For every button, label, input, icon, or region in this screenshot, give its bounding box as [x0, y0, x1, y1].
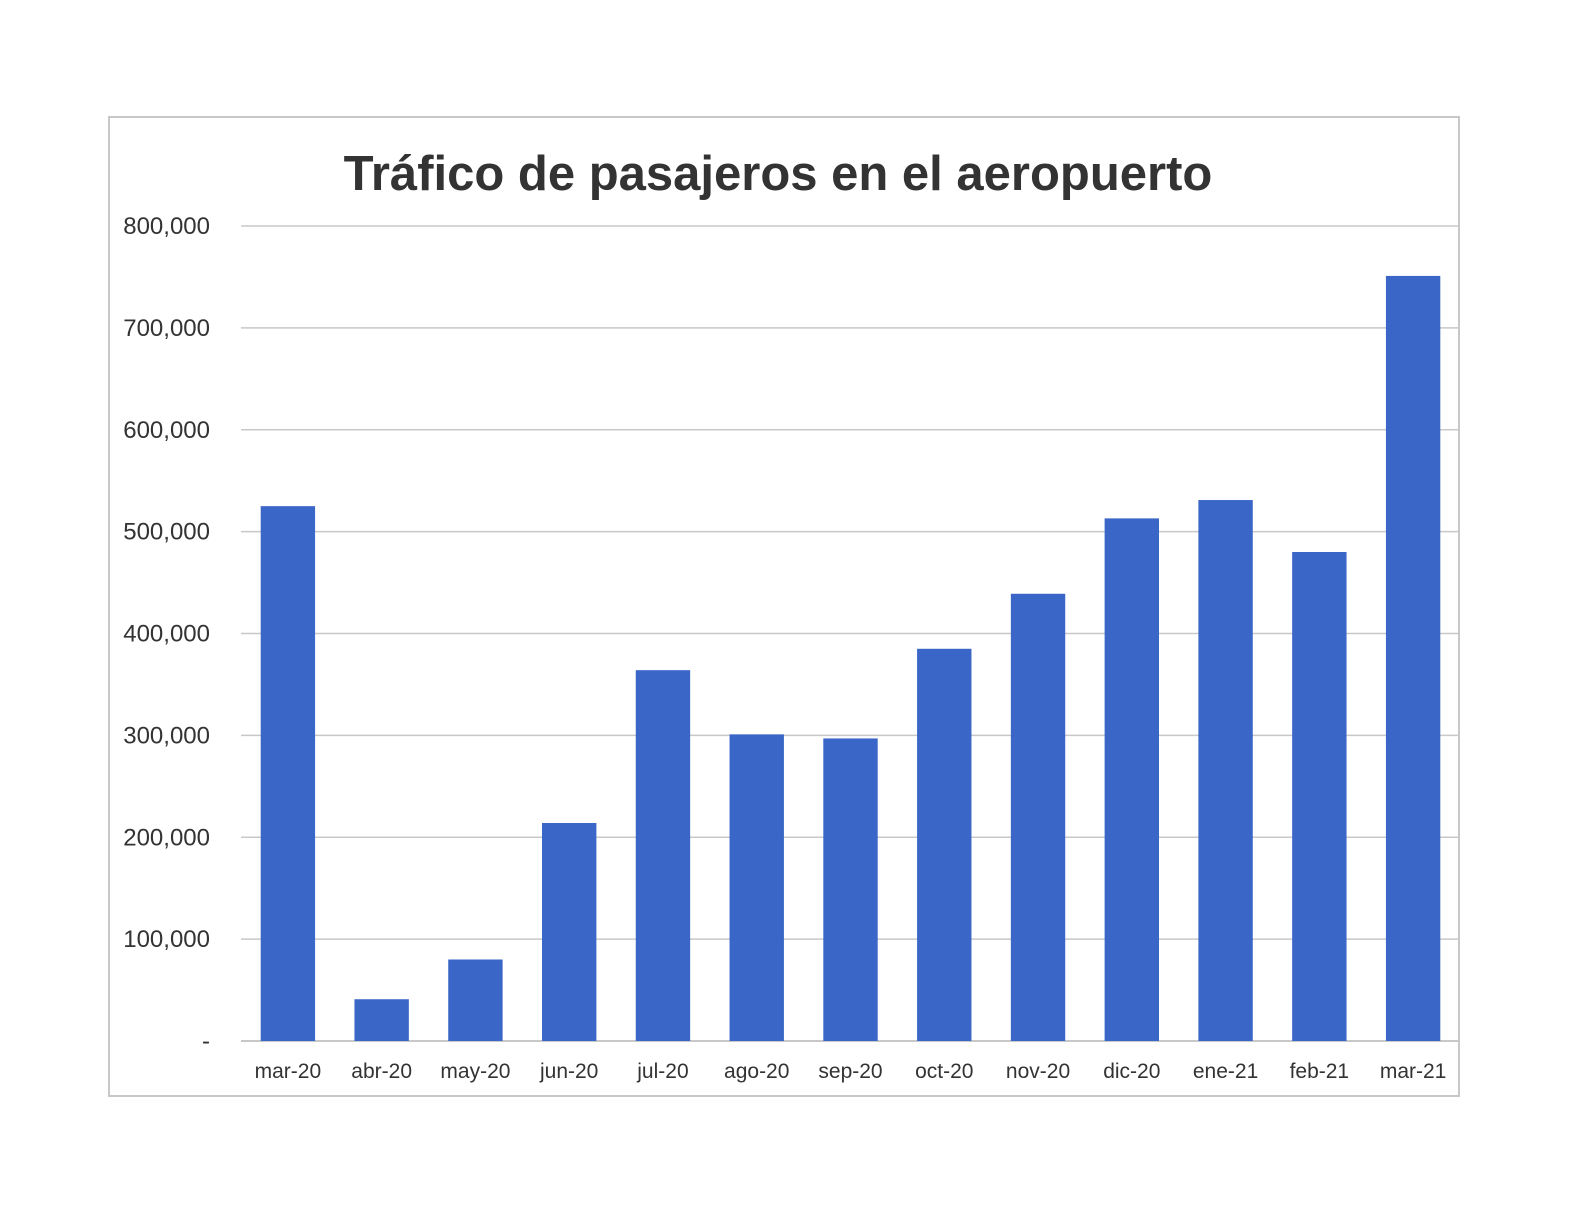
x-category-label: mar-21	[1380, 1060, 1447, 1083]
bar-oct-20	[917, 648, 972, 1041]
bars	[260, 275, 1441, 1041]
bar-feb-21	[1292, 552, 1347, 1041]
bar-may-20	[448, 959, 503, 1041]
y-axis-tick-labels: - 100,000 200,000 300,000 400,000 500,000 600,…	[123, 213, 210, 1055]
x-category-label: ene-21	[1193, 1060, 1258, 1083]
x-category-label: sep-20	[818, 1060, 882, 1083]
bar-ago-20	[729, 734, 784, 1041]
bar-mar-20	[260, 506, 316, 1041]
bar-ene-21	[1198, 500, 1253, 1041]
y-tick-label: 700,000	[123, 315, 210, 342]
bar-jul-20	[635, 670, 691, 1041]
x-axis-category-labels: mar-20 abr-20 may-20 jun-20 jul-20 ago-20 sep-…	[255, 1060, 1447, 1083]
chart-frame: Tráfico de pasajeros en el aeropuerto - 1…	[108, 116, 1460, 1097]
x-category-label: ago-20	[724, 1060, 789, 1083]
x-category-label: feb-21	[1290, 1060, 1350, 1083]
y-tick-label: 300,000	[123, 722, 210, 749]
bar-chart: Tráfico de pasajeros en el aeropuerto - 1…	[123, 147, 1458, 1083]
bar-abr-20	[354, 999, 409, 1041]
chart-title: Tráfico de pasajeros en el aeropuerto	[344, 147, 1213, 201]
x-category-label: mar-20	[255, 1060, 322, 1083]
bar-sep-20	[823, 738, 878, 1041]
bar-mar-21	[1385, 275, 1441, 1041]
x-category-label: jun-20	[539, 1060, 598, 1083]
y-tick-label: 500,000	[123, 519, 210, 546]
y-tick-label: 100,000	[123, 926, 210, 953]
bar-dic-20	[1104, 518, 1160, 1041]
x-category-label: nov-20	[1006, 1060, 1070, 1083]
y-tick-label: 400,000	[123, 621, 210, 648]
bar-jun-20	[541, 822, 597, 1041]
gridlines	[241, 225, 1458, 1042]
x-category-label: dic-20	[1103, 1060, 1160, 1083]
y-tick-label: 800,000	[123, 213, 210, 240]
x-category-label: abr-20	[351, 1060, 412, 1083]
y-tick-label: 600,000	[123, 417, 210, 444]
bar-nov-20	[1010, 593, 1066, 1041]
x-category-label: jul-20	[636, 1060, 688, 1083]
x-category-label: may-20	[440, 1060, 510, 1083]
y-tick-label: -	[202, 1028, 210, 1055]
y-tick-label: 200,000	[123, 824, 210, 851]
x-category-label: oct-20	[915, 1060, 973, 1083]
